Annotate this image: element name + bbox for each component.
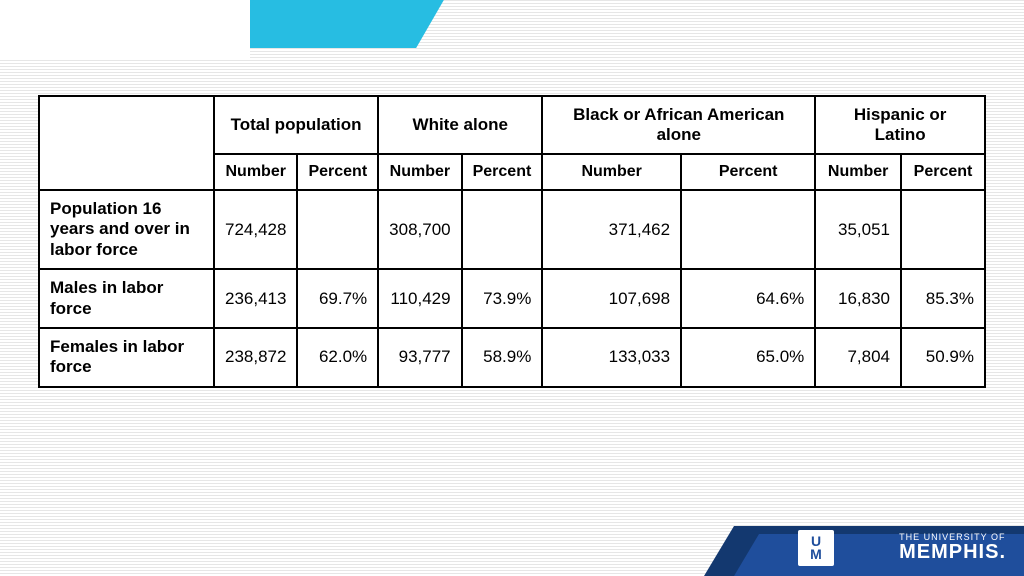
- cell: [462, 190, 543, 269]
- group-header: Total population: [214, 96, 378, 154]
- sub-header: Percent: [297, 154, 378, 190]
- cell: 64.6%: [681, 269, 815, 328]
- table-group-header-row: Total population White alone Black or Af…: [39, 96, 985, 154]
- cell: 7,804: [815, 328, 901, 387]
- logo-letter-bottom: M: [810, 548, 822, 561]
- cell: [297, 190, 378, 269]
- table-corner-cell: [39, 96, 214, 190]
- cell: 69.7%: [297, 269, 378, 328]
- cell: 724,428: [214, 190, 297, 269]
- org-big-line: MEMPHIS: [899, 541, 999, 563]
- sub-header: Percent: [681, 154, 815, 190]
- cell: 308,700: [378, 190, 461, 269]
- cell: 85.3%: [901, 269, 985, 328]
- university-logo-icon: U M: [798, 530, 834, 566]
- cell: 35,051: [815, 190, 901, 269]
- row-label: Females in labor force: [39, 328, 214, 387]
- header-accent-skew: [226, 0, 444, 48]
- row-label: Population 16 years and over in labor fo…: [39, 190, 214, 269]
- sub-header: Percent: [462, 154, 543, 190]
- cell: 236,413: [214, 269, 297, 328]
- group-header: Black or African American alone: [542, 96, 815, 154]
- data-table-card: Total population White alone Black or Af…: [38, 95, 986, 388]
- table-row: Males in labor force 236,413 69.7% 110,4…: [39, 269, 985, 328]
- labor-force-table: Total population White alone Black or Af…: [38, 95, 986, 388]
- slide-header: [0, 0, 1024, 60]
- cell: 110,429: [378, 269, 461, 328]
- sub-header: Percent: [901, 154, 985, 190]
- sub-header: Number: [815, 154, 901, 190]
- footer-text: THE UNIVERSITY OF MEMPHIS.: [899, 533, 1006, 562]
- cell: 50.9%: [901, 328, 985, 387]
- cell: 93,777: [378, 328, 461, 387]
- cell: 238,872: [214, 328, 297, 387]
- brand-footer: U M THE UNIVERSITY OF MEMPHIS.: [624, 516, 1024, 576]
- group-header: Hispanic or Latino: [815, 96, 985, 154]
- cell: 62.0%: [297, 328, 378, 387]
- cell: [901, 190, 985, 269]
- cell: 58.9%: [462, 328, 543, 387]
- sub-header: Number: [378, 154, 461, 190]
- sub-header: Number: [214, 154, 297, 190]
- header-white-block: [0, 0, 250, 60]
- org-period: .: [999, 541, 1006, 563]
- cell: [681, 190, 815, 269]
- group-header: White alone: [378, 96, 542, 154]
- cell: 73.9%: [462, 269, 543, 328]
- cell: 133,033: [542, 328, 681, 387]
- sub-header: Number: [542, 154, 681, 190]
- row-label: Males in labor force: [39, 269, 214, 328]
- cell: 16,830: [815, 269, 901, 328]
- cell: 65.0%: [681, 328, 815, 387]
- table-row: Females in labor force 238,872 62.0% 93,…: [39, 328, 985, 387]
- cell: 107,698: [542, 269, 681, 328]
- cell: 371,462: [542, 190, 681, 269]
- table-row: Population 16 years and over in labor fo…: [39, 190, 985, 269]
